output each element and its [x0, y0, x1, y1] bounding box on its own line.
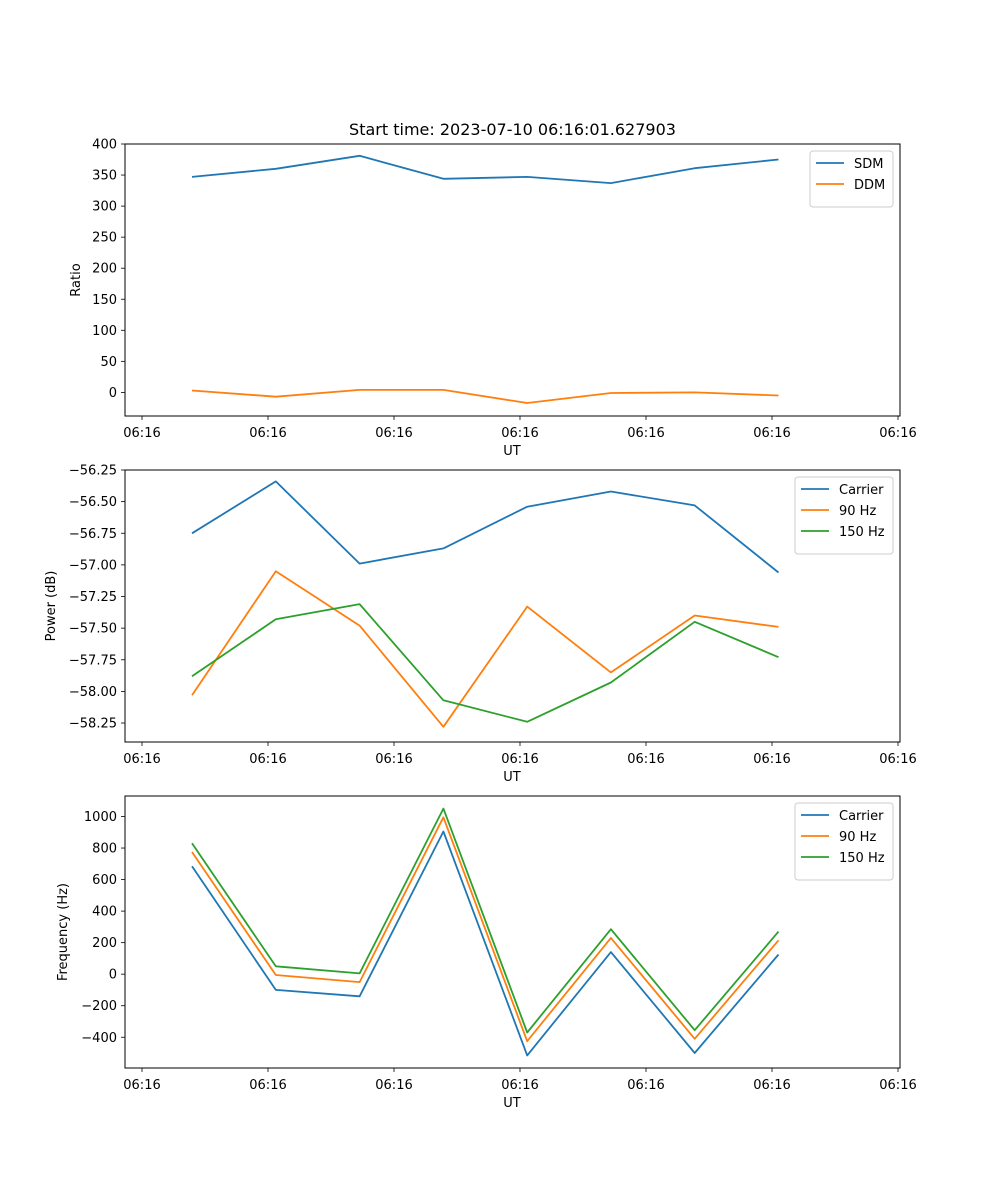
chart-1-y-tick-label: 100 — [92, 324, 117, 339]
chart-1-y-axis-label: Ratio — [69, 263, 84, 296]
chart-3-series-150-hz-line — [191, 807, 780, 1034]
chart-1-y-tick-label: 200 — [92, 262, 117, 277]
chart-3-series-carrier-line — [191, 830, 780, 1057]
chart-1-x-tick-label: 06:16 — [627, 426, 664, 441]
chart-1-y-tick-label: 300 — [92, 200, 117, 215]
chart-2-y-tick-label: −58.00 — [69, 685, 117, 700]
chart-3-x-tick-label: 06:16 — [375, 1078, 412, 1093]
chart-2-y-tick-label: −56.50 — [69, 495, 117, 510]
chart-2-x-tick-label: 06:16 — [501, 752, 538, 767]
chart-1-axes-frame — [124, 143, 901, 417]
chart-2-x-tick-label: 06:16 — [375, 752, 412, 767]
chart-2-x-axis-label: UT — [503, 770, 521, 785]
chart-3-x-axis-label: UT — [503, 1096, 521, 1111]
chart-3-y-tick-label: −200 — [81, 999, 117, 1014]
chart-1-y-tick-label: 250 — [92, 231, 117, 246]
chart-2-legend-label: 90 Hz — [839, 504, 876, 519]
chart-2-y-tick-label: −57.50 — [69, 622, 117, 637]
chart-3-x-tick-label: 06:16 — [501, 1078, 538, 1093]
chart-3-x-tick-label: 06:16 — [753, 1078, 790, 1093]
chart-2-series-150-hz-line — [191, 603, 779, 723]
chart-3-y-tick-label: 600 — [92, 873, 117, 888]
chart-1-x-tick-label: 06:16 — [879, 426, 916, 441]
chart-1-x-axis-label: UT — [503, 444, 521, 459]
chart-3-x-tick-label: 06:16 — [249, 1078, 286, 1093]
chart-2-x-tick-label: 06:16 — [627, 752, 664, 767]
chart-2-x-tick-label: 06:16 — [123, 752, 160, 767]
chart-1-y-tick-label: 400 — [92, 138, 117, 153]
chart-1-title: Start time: 2023-07-10 06:16:01.627903 — [349, 120, 676, 139]
chart-1-y-tick-label: 50 — [100, 355, 117, 370]
chart-3: −400 −200 0 200 400 600 800 1000 06:16 06:16 06:16… — [56, 795, 917, 1111]
chart-2-series-90-hz-line — [191, 570, 779, 728]
chart-1-series-ddm-line — [191, 388, 779, 404]
chart-2-y-tick-label: −58.25 — [69, 717, 117, 732]
chart-3-x-tick-label: 06:16 — [627, 1078, 664, 1093]
chart-3-y-tick-label: 0 — [109, 968, 117, 983]
chart-3-y-tick-label: −400 — [81, 1031, 117, 1046]
chart-2: −58.25 −58.00 −57.75 −57.50 −57.25 −57.00 −56.… — [44, 464, 917, 786]
chart-1-series-sdm-line — [191, 154, 779, 185]
chart-3-x-tick-label: 06:16 — [123, 1078, 160, 1093]
chart-1: Start time: 2023-07-10 06:16:01.627903 0 5… — [69, 120, 917, 459]
chart-2-x-tick-label: 06:16 — [249, 752, 286, 767]
chart-1-x-tick-label: 06:16 — [753, 426, 790, 441]
chart-2-y-axis-label: Power (dB) — [44, 571, 59, 642]
chart-1-x-tick-label: 06:16 — [501, 426, 538, 441]
chart-3-y-tick-label: 200 — [92, 936, 117, 951]
chart-1-x-tick-label: 06:16 — [375, 426, 412, 441]
chart-1-y-tick-label: 150 — [92, 293, 117, 308]
chart-2-legend-label: Carrier — [839, 483, 884, 498]
chart-3-x-tick-label: 06:16 — [879, 1078, 916, 1093]
chart-3-y-tick-label: 1000 — [84, 810, 117, 825]
chart-2-legend-label: 150 Hz — [839, 525, 885, 540]
chart-1-x-tick-label: 06:16 — [123, 426, 160, 441]
chart-3-legend: Carrier 90 Hz 150 Hz — [794, 802, 894, 881]
chart-3-series-90-hz-line — [191, 816, 780, 1043]
chart-3-legend-label: 90 Hz — [839, 830, 876, 845]
chart-3-axes-frame — [124, 795, 901, 1069]
chart-2-y-tick-label: −57.00 — [69, 558, 117, 573]
chart-2-axes-frame — [124, 469, 901, 743]
chart-3-y-tick-label: 800 — [92, 842, 117, 857]
chart-2-series-carrier-line — [191, 480, 780, 574]
chart-2-y-tick-label: −57.75 — [69, 653, 117, 668]
chart-1-legend-label: DDM — [854, 178, 885, 193]
chart-1-x-tick-label: 06:16 — [249, 426, 286, 441]
chart-3-legend-label: 150 Hz — [839, 851, 885, 866]
chart-2-x-tick-label: 06:16 — [879, 752, 916, 767]
chart-3-legend-label: Carrier — [839, 809, 884, 824]
chart-2-y-tick-label: −56.25 — [69, 464, 117, 479]
chart-1-y-tick-label: 350 — [92, 169, 117, 184]
chart-3-legend-box — [794, 802, 894, 881]
chart-2-y-tick-label: −57.25 — [69, 590, 117, 605]
chart-1-y-tick-label: 0 — [109, 386, 117, 401]
chart-1-legend: SDM DDM — [809, 150, 894, 208]
chart-3-y-tick-label: 400 — [92, 905, 117, 920]
chart-2-legend: Carrier 90 Hz 150 Hz — [794, 476, 894, 555]
chart-2-x-tick-label: 06:16 — [753, 752, 790, 767]
chart-1-legend-label: SDM — [854, 157, 883, 172]
chart-2-legend-box — [794, 476, 894, 555]
chart-2-y-tick-label: −56.75 — [69, 527, 117, 542]
chart-1-legend-box — [809, 150, 894, 208]
chart-3-y-axis-label: Frequency (Hz) — [56, 883, 71, 981]
